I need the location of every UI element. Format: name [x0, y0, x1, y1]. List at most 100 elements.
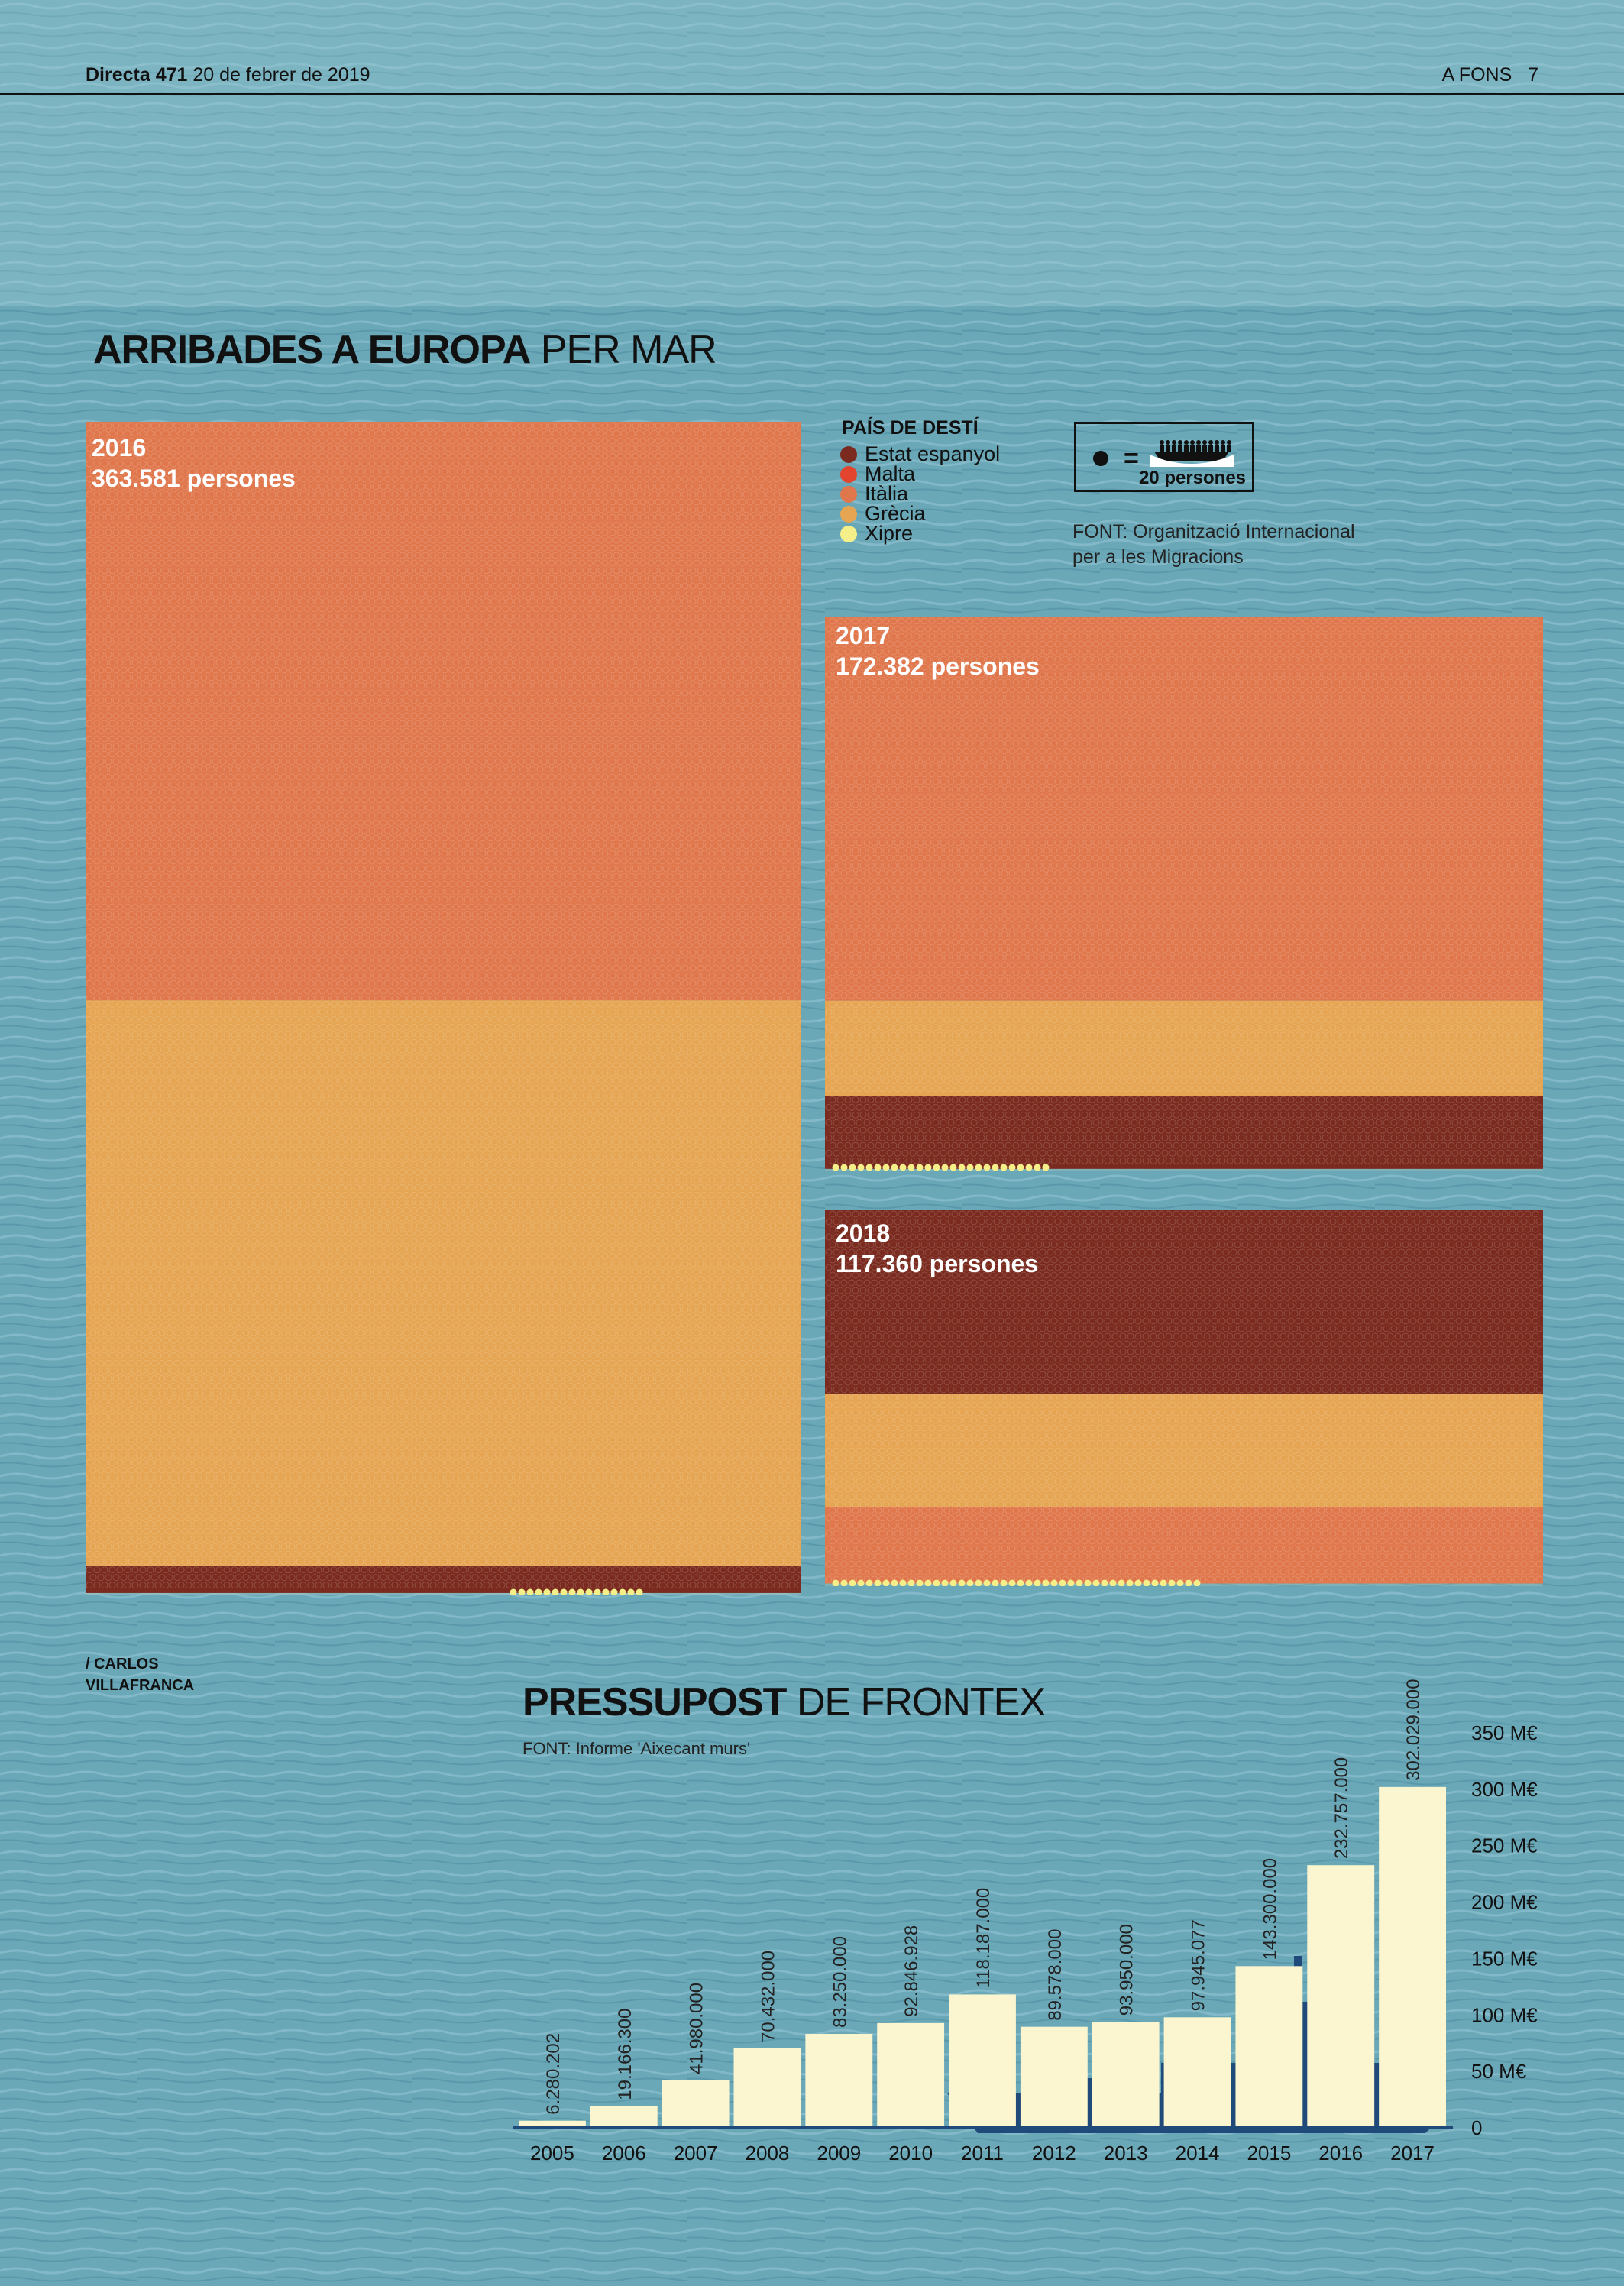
- bar-2016: [1307, 1865, 1375, 2128]
- frontex-title: PRESSUPOST DE FRONTEX: [522, 1679, 1046, 1725]
- arrivals-title-bold: ARRIBADES A EUROPA: [93, 328, 531, 372]
- bar-value-label: 302.029.000: [1403, 1679, 1424, 1780]
- panel-2016: 2016 363.581 persones: [86, 422, 804, 1596]
- bar-value-label: 118.187.000: [973, 1888, 994, 1989]
- x-tick-label: 2016: [1318, 2142, 1363, 2165]
- dot-grid-2018: [825, 1210, 1543, 1587]
- bar-value-label: 6.280.202: [543, 2033, 564, 2115]
- year-label-2017: 2017: [836, 620, 1040, 651]
- dot-key-box: = 20 persones: [1074, 422, 1254, 492]
- bar-2007: [662, 2080, 730, 2128]
- bar-2012: [1020, 2026, 1088, 2128]
- total-label-2016: 363.581 persones: [92, 463, 296, 494]
- panel-2017: 2017 172.382 persones: [825, 617, 1543, 1171]
- x-tick-label: 2011: [961, 2142, 1004, 2165]
- arrivals-source: FONT: Organització Internacional per a l…: [1072, 520, 1355, 570]
- y-tick-label: 150 M€: [1471, 1947, 1538, 1970]
- x-tick-label: 2008: [746, 2142, 790, 2165]
- bar-2015: [1235, 1966, 1303, 2128]
- total-label-2017: 172.382 persones: [836, 651, 1040, 682]
- y-tick-label: 250 M€: [1471, 1834, 1538, 1857]
- frontex-source: FONT: Informe 'Aixecant murs': [522, 1736, 750, 1761]
- header-publication: Directa 471 20 de febrer de 2019: [86, 64, 370, 86]
- y-tick-label: 50 M€: [1471, 2060, 1527, 2083]
- year-label-2016: 2016: [92, 432, 296, 463]
- author-credit: / CARLOS VILLAFRANCA: [86, 1653, 194, 1696]
- bar-value-label: 97.945.077: [1189, 1919, 1209, 2011]
- credit-line: VILLAFRANCA: [86, 1675, 194, 1696]
- legend-dot: [840, 486, 857, 503]
- bar-value-label: 93.950.000: [1117, 1924, 1137, 2016]
- legend-item-spain: Estat espanyol: [840, 443, 1000, 465]
- bar-2008: [733, 2048, 801, 2128]
- dot-grid-2016: [86, 422, 804, 1596]
- bar-value-label: 89.578.000: [1045, 1929, 1066, 2021]
- x-tick-label: 2015: [1247, 2142, 1291, 2165]
- x-tick-label: 2014: [1176, 2142, 1220, 2165]
- page-number: 7: [1528, 64, 1538, 86]
- arrivals-source-line: FONT: Organització Internacional: [1072, 520, 1355, 545]
- legend-dot: [840, 446, 857, 463]
- dot-key-graphic: = 20 persones: [1093, 440, 1246, 488]
- legend-dot: [840, 526, 857, 542]
- legend-item-greece: Grècia: [840, 503, 926, 524]
- bar-2014: [1163, 2017, 1231, 2128]
- legend-item-italy: Itàlia: [840, 483, 908, 504]
- bar-2011: [949, 1994, 1016, 2128]
- arrivals-source-line: per a les Migracions: [1072, 545, 1355, 570]
- y-tick-label: 350 M€: [1471, 1721, 1538, 1744]
- x-tick-label: 2007: [674, 2142, 718, 2165]
- bar-2013: [1092, 2022, 1160, 2128]
- bar-value-label: 19.166.300: [615, 2009, 636, 2100]
- bar-value-label: 232.757.000: [1331, 1757, 1352, 1859]
- legend-label: Malta: [865, 462, 915, 485]
- x-tick-label: 2010: [888, 2142, 933, 2165]
- legend-label: Estat espanyol: [865, 442, 1000, 465]
- bar-value-label: 41.980.000: [687, 1983, 707, 2074]
- arrivals-title: ARRIBADES A EUROPA PER MAR: [93, 327, 717, 373]
- y-tick-label: 0: [1471, 2116, 1482, 2139]
- bar-2006: [590, 2106, 658, 2128]
- x-tick-label: 2009: [817, 2142, 861, 2165]
- bar-2010: [877, 2022, 945, 2128]
- key-label: 20 persones: [1139, 468, 1246, 488]
- x-tick-label: 2012: [1032, 2142, 1076, 2165]
- frontex-budget-chart: 6.280.202 2005 19.166.300 2006 41.980.000 200…: [513, 1679, 1538, 2165]
- legend-label: Itàlia: [865, 482, 908, 505]
- x-tick-label: 2013: [1104, 2142, 1148, 2165]
- x-tick-label: 2017: [1390, 2142, 1435, 2165]
- header-rule: [0, 93, 1624, 95]
- legend-dot: [840, 506, 857, 523]
- y-tick-label: 200 M€: [1471, 1891, 1538, 1914]
- bar-value-label: 143.300.000: [1260, 1858, 1280, 1960]
- legend-item-cyprus: Xipre: [840, 523, 913, 544]
- x-tick-label: 2005: [530, 2142, 574, 2165]
- legend-item-malta: Malta: [840, 463, 915, 484]
- frontex-title-bold: PRESSUPOST: [522, 1680, 787, 1724]
- credit-line: / CARLOS: [86, 1653, 194, 1675]
- panel-2018: 2018 117.360 persones: [825, 1210, 1543, 1587]
- key-equals: =: [1124, 444, 1139, 473]
- bar-value-label: 83.250.000: [830, 1936, 850, 2028]
- total-label-2018: 117.360 persones: [836, 1248, 1038, 1279]
- legend-title: PAÍS DE DESTÍ: [842, 417, 979, 439]
- arrivals-title-light: PER MAR: [541, 328, 717, 372]
- section-name: A FONS: [1442, 64, 1512, 86]
- bar-value-label: 92.846.928: [901, 1925, 922, 2017]
- dot-grid-2017: [825, 617, 1543, 1171]
- publication-name: Directa 471: [86, 64, 187, 86]
- bar-value-label: 70.432.000: [758, 1951, 778, 2042]
- bar-2005: [519, 2120, 586, 2128]
- y-tick-label: 100 M€: [1471, 2003, 1538, 2026]
- year-label-2018: 2018: [836, 1218, 1038, 1248]
- x-tick-label: 2006: [602, 2142, 646, 2165]
- boat-people-icon: [1150, 440, 1234, 467]
- legend-label: Grècia: [865, 502, 926, 525]
- bar-2009: [805, 2034, 873, 2128]
- legend-label: Xipre: [865, 522, 913, 545]
- bar-2017: [1379, 1786, 1446, 2128]
- header-section: A FONS 7: [1442, 64, 1538, 86]
- frontex-title-light: DE FRONTEX: [797, 1680, 1046, 1724]
- legend-dot: [840, 466, 857, 483]
- y-tick-label: 300 M€: [1471, 1778, 1538, 1801]
